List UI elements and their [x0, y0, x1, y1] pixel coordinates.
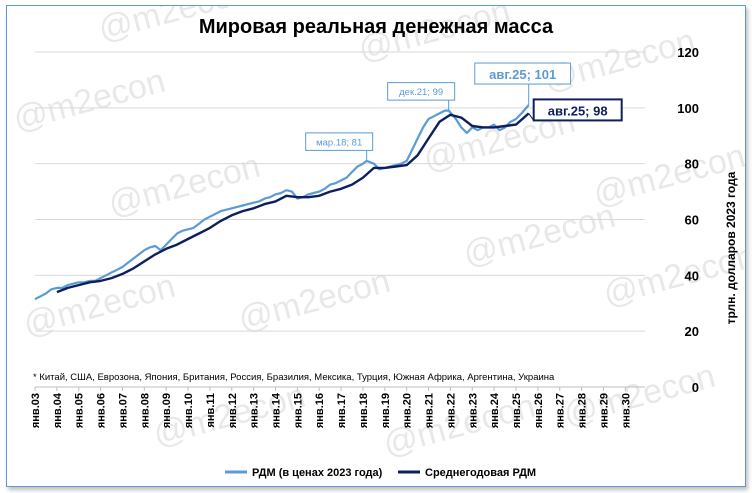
y-tick-label: 20: [685, 324, 699, 339]
legend-label-avg: Среднегодовая РДМ: [425, 467, 536, 479]
x-tick-label: янв.10: [183, 393, 195, 428]
x-tick-label: янв.11: [205, 393, 217, 428]
x-tick-label: янв.22: [445, 393, 457, 428]
chart-frame: @m2econ @m2econ @m2econ @m2econ @m2econ @m2ec…: [6, 5, 746, 487]
annotations: мар.18; 81 дек.21; 99 авг.25; 101 авг.25; 9…: [305, 62, 623, 161]
series-line-rdm: [34, 104, 530, 301]
watermark-text: @m2econ: [459, 197, 619, 274]
x-tick-label: янв.13: [249, 393, 261, 428]
y-tick-label: 40: [685, 268, 699, 283]
x-tick-label: янв.14: [271, 392, 283, 428]
x-tick-label: янв.30: [620, 393, 632, 428]
y-axis-label: трлн. долларов 2023 года: [724, 171, 738, 324]
annotation-label: мар.18; 81: [316, 137, 362, 148]
x-tick-label: янв.12: [227, 393, 239, 428]
y-tick-label: 60: [685, 213, 699, 228]
x-tick-label: янв.07: [117, 393, 129, 428]
y-tick-labels: 0 20 40 60 80 100 120: [677, 45, 699, 395]
x-tick-label: янв.17: [336, 393, 348, 428]
x-tick-label: янв.09: [161, 393, 173, 428]
x-tick-label: янв.05: [74, 393, 86, 428]
chart-svg: @m2econ@m2econ @m2econ @m2econ@m2econ@m2ec…: [9, 6, 745, 479]
watermark-text: @m2econ: [539, 22, 699, 99]
x-tick-label: янв.26: [533, 393, 545, 428]
legend-label-rdm: РДМ (в ценах 2023 года): [252, 467, 383, 479]
x-tick-label: янв.04: [52, 392, 64, 428]
x-tick-label: янв.08: [139, 393, 151, 428]
x-tick-label: янв.24: [489, 392, 501, 428]
annotation-box: [305, 132, 374, 151]
y-tick-label: 80: [685, 157, 699, 172]
footnote: * Китай, США, Еврозона, Япония, Британия…: [33, 372, 555, 383]
watermark-text: @m2econ: [234, 262, 394, 339]
y-tick-label: 100: [677, 101, 699, 116]
x-tick-label: янв.06: [96, 393, 108, 428]
watermark-text: @m2econ: [9, 62, 169, 139]
x-tick-label: янв.21: [424, 393, 436, 428]
annotation-label: авг.25; 98: [548, 103, 608, 118]
x-tick-label: янв.15: [292, 393, 304, 428]
y-tick-label: 120: [677, 45, 699, 60]
x-tick-label: янв.23: [467, 393, 479, 428]
annotation-box: [474, 62, 572, 85]
watermark-text: @m2econ: [589, 137, 745, 214]
x-tick-label: янв.28: [577, 393, 589, 428]
x-tick-label: янв.25: [511, 393, 523, 428]
legend: РДМ (в ценах 2023 года) Среднегодовая РД…: [225, 467, 536, 479]
y-tick-label: 0: [692, 380, 699, 395]
x-tick-labels: янв.03 янв.04 янв.05 янв.06 янв.07 янв.08 янв.…: [30, 392, 632, 428]
x-tick-label: янв.27: [555, 393, 567, 428]
chart-title: Мировая реальная денежная масса: [199, 16, 554, 38]
annotation-label: авг.25; 101: [489, 67, 556, 82]
annotation-box: [387, 82, 456, 101]
series-line-avg: [56, 112, 530, 294]
series-lines: [34, 104, 530, 301]
x-tick-label: янв.20: [402, 393, 414, 428]
x-tick-label: янв.18: [358, 393, 370, 428]
x-tick-label: янв.16: [314, 393, 326, 428]
x-tick-label: янв.19: [380, 393, 392, 428]
annotation-box: [532, 98, 623, 122]
annotation-label: дек.21; 99: [399, 87, 443, 98]
x-tick-label: янв.29: [598, 393, 610, 428]
x-tick-label: янв.03: [30, 393, 42, 428]
